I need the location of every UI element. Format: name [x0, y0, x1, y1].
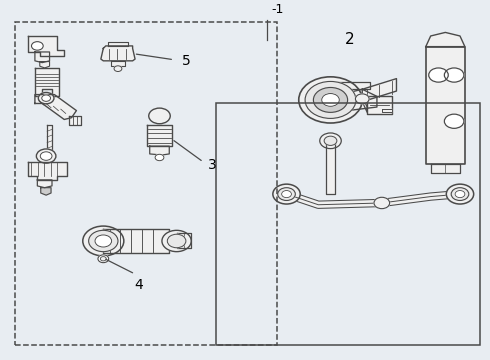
- Circle shape: [149, 108, 170, 124]
- Polygon shape: [108, 42, 128, 46]
- Polygon shape: [101, 46, 135, 61]
- Polygon shape: [27, 162, 67, 180]
- Polygon shape: [35, 52, 49, 63]
- Circle shape: [38, 93, 54, 104]
- Text: 4: 4: [134, 278, 143, 292]
- Polygon shape: [362, 96, 367, 112]
- Circle shape: [374, 197, 390, 209]
- Circle shape: [446, 184, 474, 204]
- Circle shape: [322, 94, 339, 106]
- Polygon shape: [150, 146, 169, 155]
- Circle shape: [444, 114, 464, 129]
- Polygon shape: [35, 68, 59, 96]
- Polygon shape: [333, 89, 377, 111]
- Bar: [15, 22, 277, 345]
- Polygon shape: [367, 96, 392, 114]
- Circle shape: [114, 66, 122, 72]
- Circle shape: [455, 190, 465, 198]
- Polygon shape: [37, 180, 52, 188]
- Polygon shape: [382, 109, 392, 112]
- Polygon shape: [431, 164, 460, 173]
- Circle shape: [98, 255, 109, 263]
- Bar: [216, 103, 480, 345]
- Circle shape: [83, 226, 124, 256]
- Circle shape: [40, 152, 52, 160]
- Circle shape: [451, 188, 469, 201]
- Polygon shape: [40, 62, 49, 68]
- Polygon shape: [362, 78, 396, 102]
- Circle shape: [42, 95, 50, 102]
- Text: 3: 3: [208, 158, 217, 172]
- Circle shape: [314, 87, 347, 112]
- Text: 5: 5: [181, 54, 190, 68]
- Circle shape: [305, 81, 356, 118]
- Polygon shape: [426, 32, 465, 47]
- Polygon shape: [41, 188, 51, 195]
- Circle shape: [89, 230, 118, 252]
- Polygon shape: [47, 125, 52, 155]
- Polygon shape: [69, 116, 81, 125]
- Circle shape: [444, 68, 464, 82]
- Circle shape: [95, 235, 112, 247]
- Polygon shape: [426, 47, 465, 164]
- Circle shape: [155, 154, 164, 161]
- Circle shape: [429, 68, 448, 82]
- Circle shape: [167, 234, 186, 248]
- Circle shape: [320, 133, 341, 149]
- Polygon shape: [326, 141, 335, 194]
- Circle shape: [282, 190, 292, 198]
- Polygon shape: [111, 61, 125, 66]
- Polygon shape: [338, 82, 369, 89]
- Circle shape: [355, 94, 369, 104]
- Text: 2: 2: [345, 32, 355, 47]
- Polygon shape: [147, 125, 172, 146]
- Polygon shape: [176, 233, 191, 248]
- Text: -1: -1: [272, 4, 284, 17]
- Circle shape: [324, 136, 337, 145]
- Circle shape: [31, 42, 43, 50]
- Circle shape: [36, 149, 56, 163]
- Circle shape: [278, 188, 295, 201]
- Polygon shape: [27, 36, 64, 55]
- Circle shape: [162, 230, 191, 252]
- Circle shape: [100, 257, 106, 261]
- Circle shape: [299, 77, 362, 123]
- Polygon shape: [103, 229, 169, 253]
- Circle shape: [273, 184, 300, 204]
- Polygon shape: [35, 95, 76, 120]
